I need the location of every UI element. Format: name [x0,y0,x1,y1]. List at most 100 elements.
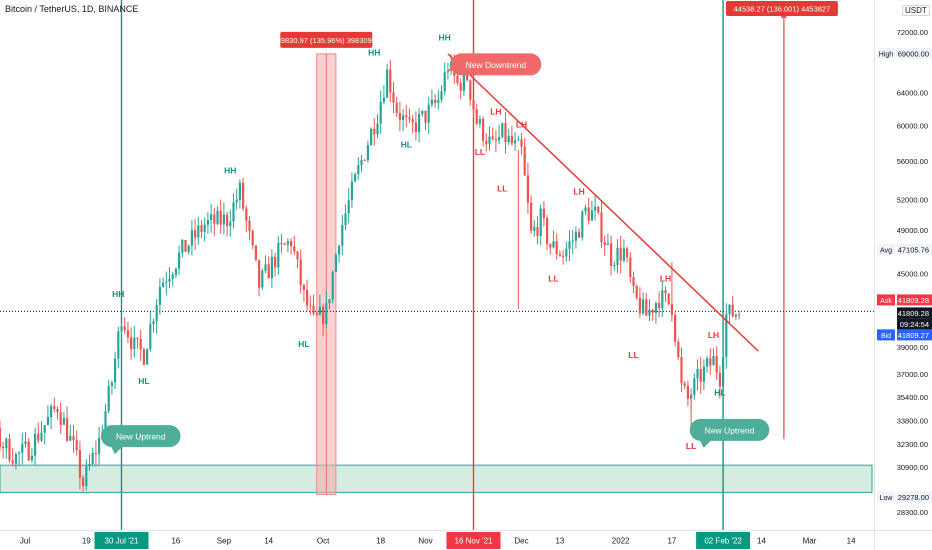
callout-tail [699,439,712,448]
candle-body [299,259,302,285]
candle-body [53,406,56,410]
candle-body [498,136,501,141]
candle-body [517,139,520,141]
candle-body [190,230,193,246]
candle-body [197,225,200,238]
plot-background [0,0,874,530]
candle-body [1,446,5,449]
candle-body [30,455,33,461]
candle-body [651,309,654,313]
date-highlight-label: 30 Jul '21 [105,537,140,546]
candle-body [133,337,136,350]
swing-label-hl: HL [401,140,412,150]
candle-body [165,281,168,283]
candle-body [261,270,264,288]
candle-body [619,247,622,261]
candle-body [258,259,261,288]
candle-body [654,303,657,313]
candle-body [533,226,536,231]
price-tag-value: 47105.76 [898,246,929,255]
candle-body [549,244,552,248]
price-tag-bid: Bid 41809.27 [877,329,932,341]
time-axis[interactable]: Jul 19 30 Jul '21 16 Sep 14 Oct 18 Nov 16 Nov '21… [20,532,856,549]
time-tick-label: Sep [217,537,232,546]
date-highlight-label: 02 Feb '22 [704,537,742,546]
price-tag-value: 29278.00 [898,493,929,502]
price-tick-label: 30900.00 [897,463,928,472]
candle-body [686,385,689,399]
candle-body [507,135,510,143]
measure-label: 44538.27 (136.001) 4453827 [734,5,831,14]
candle-body [725,314,728,357]
candle-body [693,378,696,396]
candle-body [491,136,494,140]
time-tick-label: 2022 [612,537,630,546]
candle-body [82,477,85,487]
candle-body [562,255,565,257]
candle-body [40,432,43,441]
price-tag-value-bg [897,307,932,319]
candle-body [286,241,289,245]
candle-body [309,305,312,307]
price-tag-value-bg [897,47,932,59]
price-tick-label: 33800.00 [897,417,928,426]
candle-body [251,230,254,246]
price-tag-side-bg [877,47,895,59]
candle-body [213,214,216,224]
candle-body [680,357,683,384]
candle-body [110,382,113,386]
candle-body [456,75,459,83]
candle-body [558,254,561,256]
candle-body [568,241,571,249]
candle-body [360,159,363,166]
price-tag-value: 69000.00 [898,49,929,58]
swing-label-hh: HH [439,33,451,43]
price-axis[interactable]: 72000.00 69000.00 64000.00 60000.00 56000.00… [877,28,932,517]
callout-text: New Uptrend [116,432,166,442]
price-tick-label: 52000.00 [897,195,928,204]
candle-body [123,326,126,331]
candle-body [424,110,427,123]
candle-body [610,243,613,266]
currency-badge[interactable]: USDT [902,5,930,16]
candle-body [21,444,24,453]
price-tag-value: 41809.27 [898,331,929,340]
candle-body [728,304,731,315]
candle-body [590,210,593,221]
candle-body [181,239,184,253]
price-tag-side-bg [877,329,895,341]
candle-body [494,139,497,141]
candle-body [24,441,27,445]
candle-body [354,174,357,182]
candle-body [571,240,574,242]
candle-body [405,115,408,118]
price-tick-label: 60000.00 [897,122,928,131]
price-tick-label: 28300.00 [897,508,928,517]
price-tag-value: 41809.28 [898,296,929,305]
candle-body [712,356,715,366]
price-tick-label: 45000.00 [897,270,928,279]
candle-body [670,304,673,315]
candle-body [523,146,526,176]
candle-body [466,70,469,81]
candle-body [152,321,155,324]
candle-body [27,441,30,461]
candle-body [107,385,110,412]
candle-body [158,286,161,305]
candle-body [226,214,229,227]
time-tick-label: Mar [803,537,817,546]
candle-body [248,220,251,231]
candle-body [520,139,523,147]
candle-body [389,69,392,93]
callout-bubble [100,425,181,448]
candle-body [357,165,360,175]
candle-body [245,208,248,221]
candle-body [206,220,209,225]
price-tick-label: 35400.00 [897,393,928,402]
price-tag-value-bg [897,329,932,341]
candle-body [552,241,555,248]
price-tick-label: 39000.00 [897,343,928,352]
candle-body [50,406,53,417]
candle-body [293,246,296,252]
